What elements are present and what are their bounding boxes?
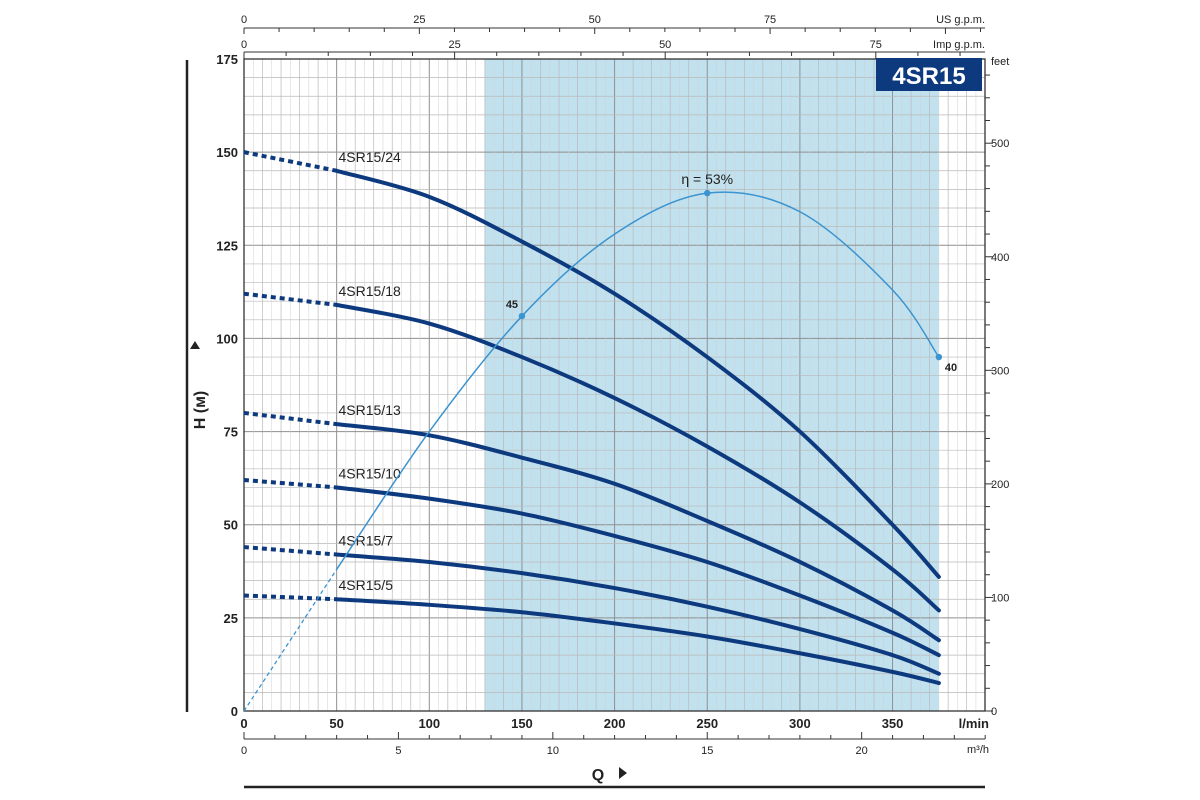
series-label: 4SR15/13 <box>339 402 401 418</box>
series-4SR15/7-dashed <box>243 545 337 557</box>
series-4SR15/10-line <box>334 485 941 658</box>
imp-gpm-unit-label: Imp g.p.m. <box>933 39 985 51</box>
recommended-range-band <box>484 59 939 711</box>
y-tick-label: 25 <box>224 611 238 626</box>
us-gpm-tick-label: 75 <box>764 14 776 26</box>
series-label: 4SR15/10 <box>339 465 401 481</box>
imp-gpm-tick-label: 50 <box>659 39 671 51</box>
efficiency-marker <box>935 353 943 361</box>
x-tick-label: 350 <box>882 716 904 731</box>
us-gpm-unit-label: US g.p.m. <box>936 14 985 26</box>
us-gpm-tick-label: 0 <box>241 14 247 26</box>
efficiency-label: 45 <box>506 299 518 311</box>
efficiency-curve <box>336 191 940 570</box>
right-tick-label: 400 <box>991 252 1009 264</box>
right-tick-label: 200 <box>991 479 1009 491</box>
m3h-tick-label: 15 <box>701 745 713 757</box>
right-tick-label: 0 <box>991 706 997 718</box>
efficiency-label: 40 <box>945 362 957 374</box>
y-axis-title: H (м) <box>192 391 209 430</box>
right-unit-label: feet <box>991 56 1009 68</box>
x-axis-arrow-icon <box>619 767 627 779</box>
x-tick-label: 0 <box>240 716 247 731</box>
y-tick-label: 100 <box>216 331 238 346</box>
efficiency-group: 45 η = 53% 40 <box>243 171 957 712</box>
series-4SR15/24-dashed <box>243 150 338 173</box>
series-4SR15/18-line <box>334 302 941 613</box>
series-4SR15/5-line <box>334 597 941 686</box>
series-group: 4SR15/24 4SR15/18 4SR15/13 4SR15/10 4SR15/7 4… <box>243 149 941 686</box>
series-label: 4SR15/24 <box>339 149 401 165</box>
m3h-tick-label: 10 <box>547 745 559 757</box>
imp-gpm-tick-label: 0 <box>241 39 247 51</box>
x-axis-title: Q <box>592 767 604 784</box>
series-label: 4SR15/18 <box>339 283 401 299</box>
series-label: 4SR15/5 <box>339 577 394 593</box>
us-gpm-tick-label: 25 <box>413 14 425 26</box>
series-label: 4SR15/7 <box>339 533 394 549</box>
efficiency-curve-dashed <box>243 569 338 712</box>
x-tick-label: 150 <box>511 716 533 731</box>
y-tick-label: 50 <box>224 518 238 533</box>
y-tick-label: 75 <box>224 425 238 440</box>
series-4SR15/10-dashed <box>243 478 337 490</box>
x-tick-label: 50 <box>329 716 343 731</box>
us-gpm-tick-label: 50 <box>589 14 601 26</box>
right-tick-label: 300 <box>991 365 1009 377</box>
y-axis-arrow-icon <box>190 341 200 349</box>
y-tick-label: 175 <box>216 52 238 67</box>
x-tick-label: 250 <box>696 716 718 731</box>
y-tick-label: 150 <box>216 145 238 160</box>
series-4SR15/5-dashed <box>243 593 337 602</box>
series-4SR15/13-dashed <box>243 410 337 427</box>
x-tick-label: 100 <box>418 716 440 731</box>
y-tick-label: 0 <box>231 704 238 719</box>
series-4SR15/7-line <box>334 552 941 676</box>
imp-gpm-tick-label: 25 <box>448 39 460 51</box>
efficiency-marker <box>518 312 526 320</box>
efficiency-label: η = 53% <box>681 171 733 187</box>
m3h-tick-label: 20 <box>856 745 868 757</box>
imp-gpm-tick-label: 75 <box>870 39 882 51</box>
m3h-unit-label: m³/h <box>967 744 989 756</box>
x-unit-label: l/min <box>959 716 989 731</box>
m3h-tick-label: 0 <box>241 745 247 757</box>
series-4SR15/13-line <box>334 422 941 643</box>
right-tick-label: 500 <box>991 138 1009 150</box>
m3h-tick-label: 5 <box>395 745 401 757</box>
series-4SR15/24-line <box>334 168 941 579</box>
model-badge <box>876 58 982 91</box>
x-tick-label: 200 <box>604 716 626 731</box>
efficiency-marker <box>704 189 711 197</box>
series-4SR15/18-dashed <box>243 291 337 307</box>
x-tick-label: 300 <box>789 716 811 731</box>
model-badge-text: 4SR15 <box>892 63 965 90</box>
y-tick-label: 125 <box>216 238 238 253</box>
right-tick-label: 100 <box>991 592 1009 604</box>
